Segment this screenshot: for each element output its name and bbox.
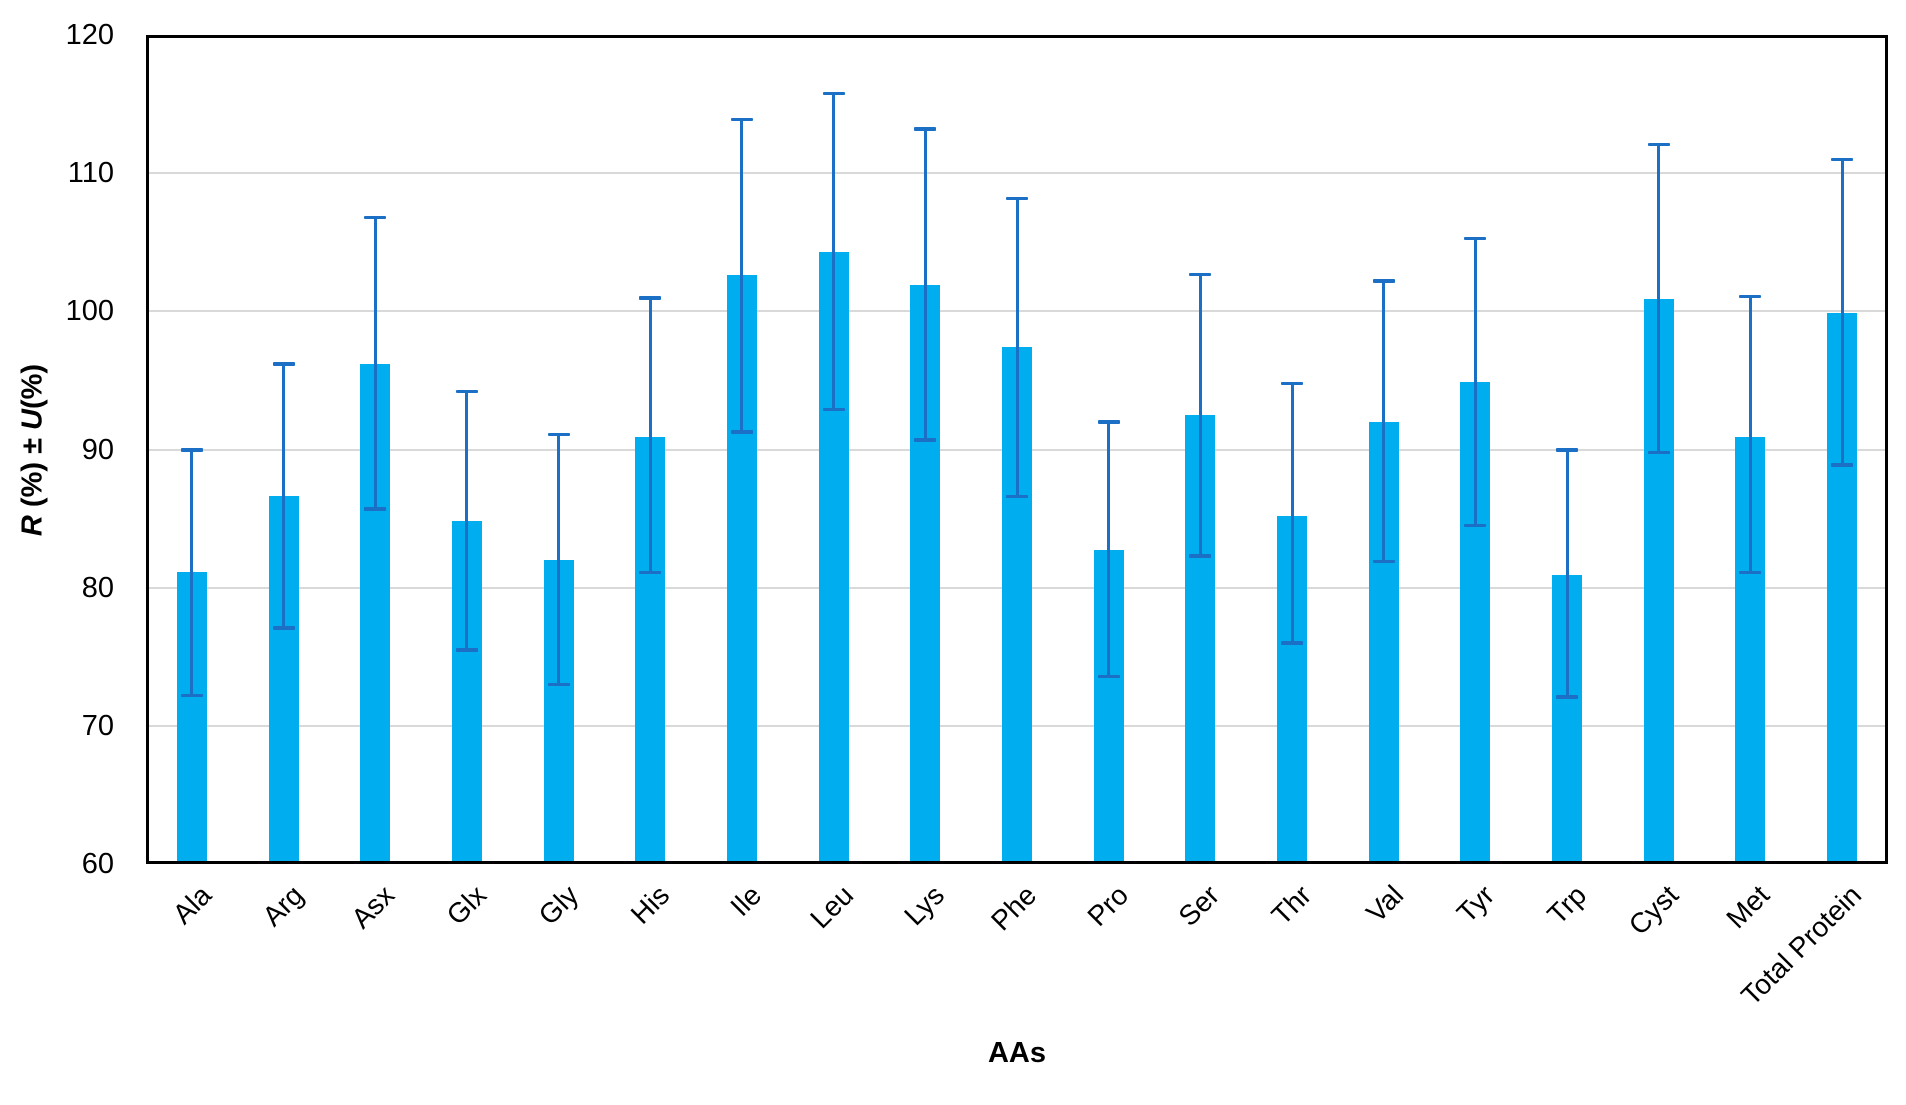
error-bar-line-thr <box>1290 383 1294 643</box>
error-bar-cap-top-arg <box>272 362 295 366</box>
error-bar-cap-bottom-tyr <box>1464 523 1487 528</box>
error-bar-line-ile <box>740 119 744 432</box>
error-bar-cap-bottom-thr <box>1281 641 1304 645</box>
y-tick-80: 80 <box>81 571 114 604</box>
error-bar-cap-top-lys <box>914 127 937 131</box>
error-bar-line-leu <box>832 93 836 410</box>
error-bar-cap-top-met <box>1739 294 1762 299</box>
error-bar-cap-top-cyst <box>1647 142 1670 147</box>
x-axis-title: AAs <box>987 1037 1046 1069</box>
error-bar-cap-bottom-cyst <box>1647 450 1670 455</box>
error-bar-line-trp <box>1565 449 1569 697</box>
y-tick-70: 70 <box>81 709 114 742</box>
error-bar-cap-bottom-arg <box>272 626 295 630</box>
error-bar-line-his <box>648 297 652 573</box>
error-bar-line-val <box>1382 280 1386 562</box>
error-bar-cap-top-leu <box>822 91 845 96</box>
error-bar-cap-bottom-phe <box>1006 494 1028 499</box>
error-bar-line-cyst <box>1657 144 1661 453</box>
error-bar-cap-bottom-met <box>1739 570 1762 575</box>
plot-area <box>146 35 1888 864</box>
error-bar-cap-bottom-glx <box>455 648 478 652</box>
error-bar-cap-bottom-val <box>1372 559 1395 564</box>
error-bar-cap-bottom-leu <box>822 407 845 412</box>
error-bar-cap-bottom-total-protein <box>1831 463 1854 467</box>
y-tick-110: 110 <box>67 157 114 190</box>
error-bar-line-phe <box>1015 198 1019 497</box>
error-bar-cap-top-phe <box>1006 196 1028 201</box>
error-bar-cap-bottom-ile <box>730 430 753 434</box>
error-bar-cap-bottom-asx <box>364 507 387 511</box>
error-bar-line-asx <box>373 217 377 509</box>
error-bar-cap-bottom-trp <box>1556 695 1579 699</box>
error-bar-line-tyr <box>1473 238 1477 526</box>
error-bar-line-pro <box>1107 421 1111 677</box>
error-bar-line-met <box>1748 296 1752 573</box>
error-bar-line-ser <box>1198 274 1202 556</box>
error-bar-cap-bottom-lys <box>914 438 937 442</box>
error-bar-line-lys <box>923 128 927 440</box>
error-bar-line-total-protein <box>1840 159 1844 465</box>
error-bar-cap-top-trp <box>1556 448 1579 452</box>
y-axis-title-u: U <box>16 409 49 430</box>
error-bar-cap-bottom-gly <box>547 682 570 687</box>
error-bar-line-glx <box>465 391 469 650</box>
y-axis-title-r: R <box>16 515 49 537</box>
error-bar-cap-top-gly <box>547 432 570 437</box>
error-bar-cap-top-val <box>1372 279 1395 283</box>
error-bar-line-ala <box>190 449 194 696</box>
y-tick-100: 100 <box>65 295 114 328</box>
error-bar-cap-top-asx <box>364 215 387 220</box>
y-tick-120: 120 <box>65 19 114 51</box>
error-bar-cap-top-his <box>639 296 662 300</box>
y-tick-60: 60 <box>81 848 114 880</box>
error-bar-cap-bottom-ser <box>1189 554 1212 558</box>
error-bar-cap-bottom-ala <box>180 693 203 698</box>
error-bar-cap-bottom-pro <box>1097 674 1120 679</box>
error-bar-cap-bottom-his <box>639 570 662 575</box>
error-bar-cap-top-ile <box>730 117 753 122</box>
error-bar-cap-top-tyr <box>1464 236 1487 241</box>
y-axis-title-end: (%) <box>16 363 49 410</box>
gridline-110 <box>146 172 1888 175</box>
error-bar-cap-top-pro <box>1097 420 1120 424</box>
error-bar-cap-top-ser <box>1189 272 1212 277</box>
error-bar-cap-top-ala <box>180 448 203 452</box>
error-bar-cap-top-glx <box>455 389 478 394</box>
error-bar-cap-top-total-protein <box>1831 157 1854 162</box>
error-bar-line-arg <box>282 363 286 628</box>
error-bar-cap-top-thr <box>1281 381 1304 386</box>
error-bar-line-gly <box>557 434 561 685</box>
y-tick-90: 90 <box>81 433 114 466</box>
